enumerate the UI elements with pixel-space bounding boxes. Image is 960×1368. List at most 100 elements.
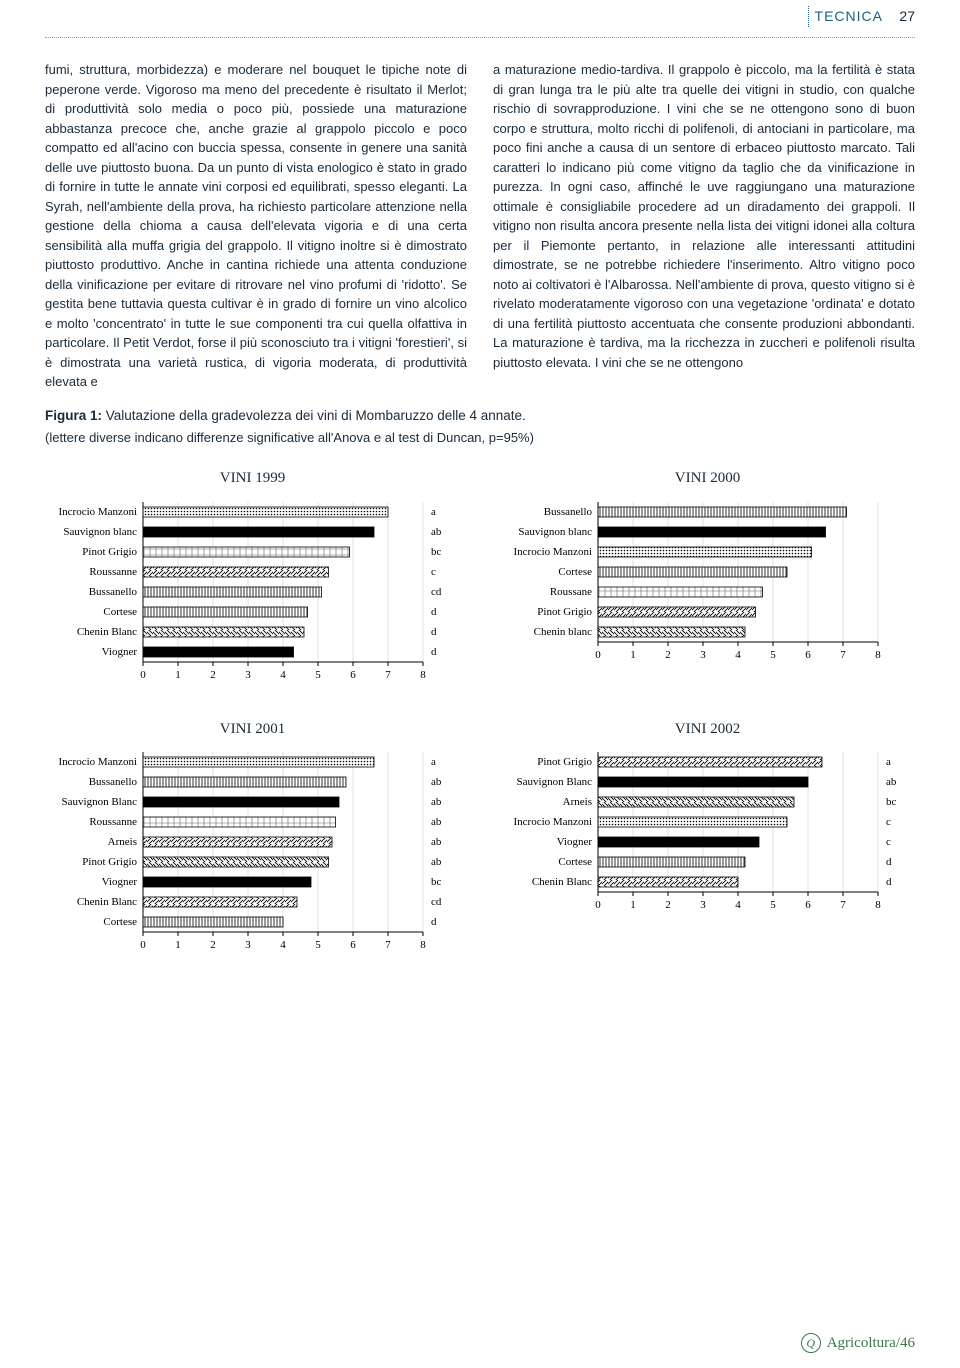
svg-text:bc: bc: [886, 796, 897, 808]
svg-text:Sauvignon Blanc: Sauvignon Blanc: [62, 796, 138, 808]
svg-text:d: d: [886, 876, 892, 888]
svg-text:7: 7: [385, 669, 391, 681]
chart-svg: 012345678BussanelloSauvignon blancIncroc…: [500, 498, 910, 668]
svg-text:3: 3: [700, 899, 706, 911]
figure-caption: Figura 1: Valutazione della gradevolezza…: [45, 406, 915, 426]
svg-text:ab: ab: [431, 816, 442, 828]
svg-text:ab: ab: [431, 856, 442, 868]
svg-text:7: 7: [840, 649, 846, 661]
figure-subcaption: (lettere diverse indicano differenze sig…: [45, 428, 915, 448]
footer-publication: Agricoltura/46: [827, 1332, 915, 1355]
svg-text:Chenin Blanc: Chenin Blanc: [77, 896, 137, 908]
svg-text:Sauvignon blanc: Sauvignon blanc: [518, 526, 592, 538]
svg-text:a: a: [431, 756, 436, 768]
svg-text:Cortese: Cortese: [558, 566, 592, 578]
svg-text:cd: cd: [431, 896, 442, 908]
chart-svg: 0 1 2 3 4 5 6 7 8 Incrocio Manzoni a Bussanello ab Sa…: [45, 748, 455, 958]
svg-text:2: 2: [210, 669, 216, 681]
svg-text:ab: ab: [431, 796, 442, 808]
figure-label: Figura 1:: [45, 408, 102, 423]
svg-text:Incrocio Manzoni: Incrocio Manzoni: [59, 506, 138, 518]
svg-text:Incrocio Manzoni: Incrocio Manzoni: [514, 546, 593, 558]
svg-text:Sauvignon Blanc: Sauvignon Blanc: [517, 776, 593, 788]
svg-text:5: 5: [315, 939, 321, 951]
svg-text:Cortese: Cortese: [558, 856, 592, 868]
svg-text:4: 4: [280, 669, 286, 681]
svg-text:Sauvignon blanc: Sauvignon blanc: [63, 526, 137, 538]
svg-text:6: 6: [350, 939, 356, 951]
svg-text:7: 7: [385, 939, 391, 951]
svg-text:Pinot Grigio: Pinot Grigio: [82, 856, 137, 868]
svg-text:Chenin Blanc: Chenin Blanc: [532, 876, 592, 888]
svg-text:2: 2: [665, 649, 671, 661]
svg-text:ab: ab: [886, 776, 897, 788]
svg-text:Incrocio Manzoni: Incrocio Manzoni: [514, 816, 593, 828]
svg-text:1: 1: [175, 939, 181, 951]
svg-text:2: 2: [210, 939, 216, 951]
svg-text:bc: bc: [431, 546, 442, 558]
svg-text:Bussanello: Bussanello: [89, 586, 138, 598]
svg-text:d: d: [431, 626, 437, 638]
chart-title: VINI 2002: [500, 718, 915, 741]
chart-title: VINI 1999: [45, 467, 460, 490]
svg-text:0: 0: [595, 899, 601, 911]
svg-text:ab: ab: [431, 776, 442, 788]
svg-text:4: 4: [735, 649, 741, 661]
svg-text:ab: ab: [431, 526, 442, 538]
svg-text:d: d: [431, 646, 437, 658]
svg-text:Incrocio Manzoni: Incrocio Manzoni: [59, 756, 138, 768]
svg-text:Roussane: Roussane: [550, 586, 592, 598]
chart-svg: 012345678Pinot GrigioaSauvignon BlancabA…: [500, 748, 910, 918]
bar-chart: VINI 2002012345678Pinot GrigioaSauvignon…: [500, 718, 915, 959]
svg-text:6: 6: [805, 899, 811, 911]
svg-text:d: d: [431, 916, 437, 928]
svg-text:8: 8: [420, 939, 426, 951]
svg-text:7: 7: [840, 899, 846, 911]
svg-text:2: 2: [665, 899, 671, 911]
svg-text:5: 5: [770, 649, 776, 661]
svg-text:Viogner: Viogner: [102, 646, 138, 658]
svg-text:5: 5: [315, 669, 321, 681]
page-number: 27: [899, 6, 915, 27]
chart-grid: VINI 1999 0 1 2 3 4 5 6 7 8 Incrocio Manzoni a Sauvi…: [45, 467, 915, 958]
bar-chart: VINI 2000012345678BussanelloSauvignon bl…: [500, 467, 915, 688]
svg-text:1: 1: [630, 899, 636, 911]
svg-text:3: 3: [245, 669, 251, 681]
svg-text:Roussanne: Roussanne: [89, 566, 137, 578]
svg-text:8: 8: [875, 649, 881, 661]
svg-text:Roussanne: Roussanne: [89, 816, 137, 828]
chart-svg: 012345678Incrocio ManzoniaSauvignon blan…: [45, 498, 455, 688]
svg-text:0: 0: [140, 669, 146, 681]
svg-text:c: c: [431, 566, 436, 578]
svg-text:bc: bc: [431, 876, 442, 888]
svg-text:Viogner: Viogner: [102, 876, 138, 888]
chart-title: VINI 2001: [45, 718, 460, 741]
svg-text:5: 5: [770, 899, 776, 911]
svg-text:d: d: [431, 606, 437, 618]
column-left: fumi, struttura, morbidezza) e moderare …: [45, 60, 467, 392]
bar-chart: VINI 2001 0 1 2 3 4 5 6 7 8 Incrocio Manzoni a Bussa…: [45, 718, 460, 959]
svg-text:Cortese: Cortese: [103, 916, 137, 928]
svg-text:6: 6: [350, 669, 356, 681]
svg-text:d: d: [886, 856, 892, 868]
svg-text:Arneis: Arneis: [563, 796, 592, 808]
svg-text:4: 4: [280, 939, 286, 951]
svg-text:Pinot Grigio: Pinot Grigio: [537, 606, 592, 618]
svg-text:0: 0: [595, 649, 601, 661]
svg-text:Cortese: Cortese: [103, 606, 137, 618]
svg-text:c: c: [886, 836, 891, 848]
svg-text:a: a: [886, 756, 891, 768]
bar-chart: VINI 1999012345678Incrocio ManzoniaSauvi…: [45, 467, 460, 688]
svg-text:Pinot Grigio: Pinot Grigio: [537, 756, 592, 768]
svg-text:Arneis: Arneis: [108, 836, 137, 848]
svg-text:0: 0: [140, 939, 146, 951]
svg-text:a: a: [431, 506, 436, 518]
figure-caption-text: Valutazione della gradevolezza dei vini …: [106, 408, 526, 423]
svg-text:cd: cd: [431, 586, 442, 598]
svg-text:Chenin blanc: Chenin blanc: [534, 626, 592, 638]
page-header: TECNICA 27: [45, 0, 915, 38]
footer-logo-icon: Q: [801, 1333, 821, 1353]
svg-text:1: 1: [175, 669, 181, 681]
svg-text:3: 3: [245, 939, 251, 951]
svg-text:Bussanello: Bussanello: [89, 776, 138, 788]
